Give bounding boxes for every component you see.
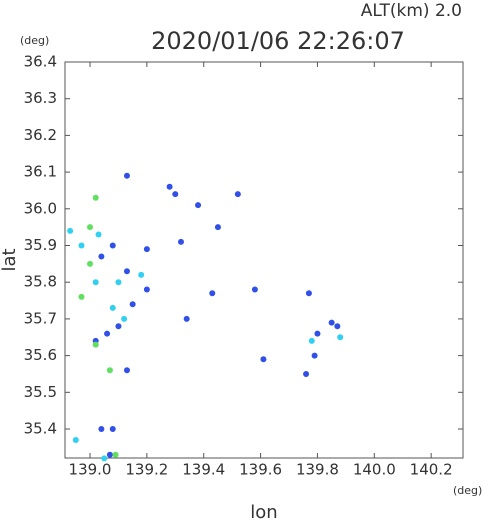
radar-echo: [106, 451, 113, 458]
radar-echo: [104, 330, 111, 337]
x-tick-label: 140.2: [410, 461, 453, 479]
radar-echo: [328, 319, 335, 326]
x-tick-label: 140.0: [353, 461, 396, 479]
radar-echo: [106, 367, 113, 374]
radar-echo: [112, 451, 119, 458]
radar-echo: [115, 323, 122, 330]
x-unit: (deg): [453, 484, 482, 497]
y-tick-label: 36.4: [24, 53, 57, 71]
radar-echo: [214, 224, 221, 231]
y-tick-label: 36.1: [24, 163, 57, 181]
y-tick-label: 35.8: [24, 273, 57, 291]
x-axis-label: lon: [250, 502, 277, 521]
radar-echo: [123, 367, 130, 374]
radar-echo: [78, 293, 85, 300]
radar-echo: [92, 194, 99, 201]
radar-echo: [92, 341, 99, 348]
radar-echo: [121, 315, 128, 322]
y-tick-label: 36.3: [24, 89, 57, 107]
y-tick-label: 36.0: [24, 199, 57, 217]
radar-echo: [177, 238, 184, 245]
y-tick-label: 35.7: [24, 309, 57, 327]
y-tick-label: 36.2: [24, 126, 57, 144]
radar-echo: [311, 352, 318, 359]
radar-echo: [129, 301, 136, 308]
radar-echo: [305, 290, 312, 297]
radar-echo: [98, 253, 105, 260]
radar-echo: [123, 172, 130, 179]
radar-echo: [67, 227, 74, 234]
radar-echo: [87, 260, 94, 267]
radar-echo: [314, 330, 321, 337]
radar-echo: [101, 455, 108, 462]
radar-echo: [334, 323, 341, 330]
radar-echo: [109, 426, 116, 433]
radar-echo: [195, 202, 202, 209]
radar-echo: [72, 437, 79, 444]
y-tick-label: 35.9: [24, 236, 57, 254]
y-tick-label: 35.5: [24, 383, 57, 401]
radar-echo: [183, 315, 190, 322]
radar-echo: [92, 279, 99, 286]
chart-title: 2020/01/06 22:26:07: [151, 27, 405, 55]
radar-echo: [123, 268, 130, 275]
y-axis-label: lat: [0, 248, 20, 271]
x-tick-label: 139.0: [69, 461, 112, 479]
radar-echo: [260, 356, 267, 363]
radar-echo: [308, 337, 315, 344]
radar-echo: [87, 224, 94, 231]
radar-echo: [115, 279, 122, 286]
altitude-label: ALT(km) 2.0: [361, 1, 462, 21]
y-tick-label: 35.6: [24, 346, 57, 364]
radar-echo: [166, 183, 173, 190]
radar-echo: [78, 242, 85, 249]
radar-echo: [143, 286, 150, 293]
x-tick-label: 139.6: [239, 461, 282, 479]
x-tick-label: 139.8: [296, 461, 339, 479]
plot-frame: [64, 61, 464, 459]
radar-echo: [303, 370, 310, 377]
radar-echo: [138, 271, 145, 278]
radar-echo: [234, 191, 241, 198]
radar-echo: [337, 334, 344, 341]
radar-echo: [95, 231, 102, 238]
radar-echo: [109, 242, 116, 249]
y-tick-label: 35.4: [24, 420, 57, 438]
x-tick-label: 139.2: [125, 461, 168, 479]
radar-echo: [172, 191, 179, 198]
radar-echo: [109, 304, 116, 311]
radar-echo: [98, 426, 105, 433]
radar-echo: [143, 246, 150, 253]
radar-echo: [209, 290, 216, 297]
x-tick-label: 139.4: [182, 461, 225, 479]
radar-echo: [251, 286, 258, 293]
y-unit: (deg): [20, 34, 49, 47]
